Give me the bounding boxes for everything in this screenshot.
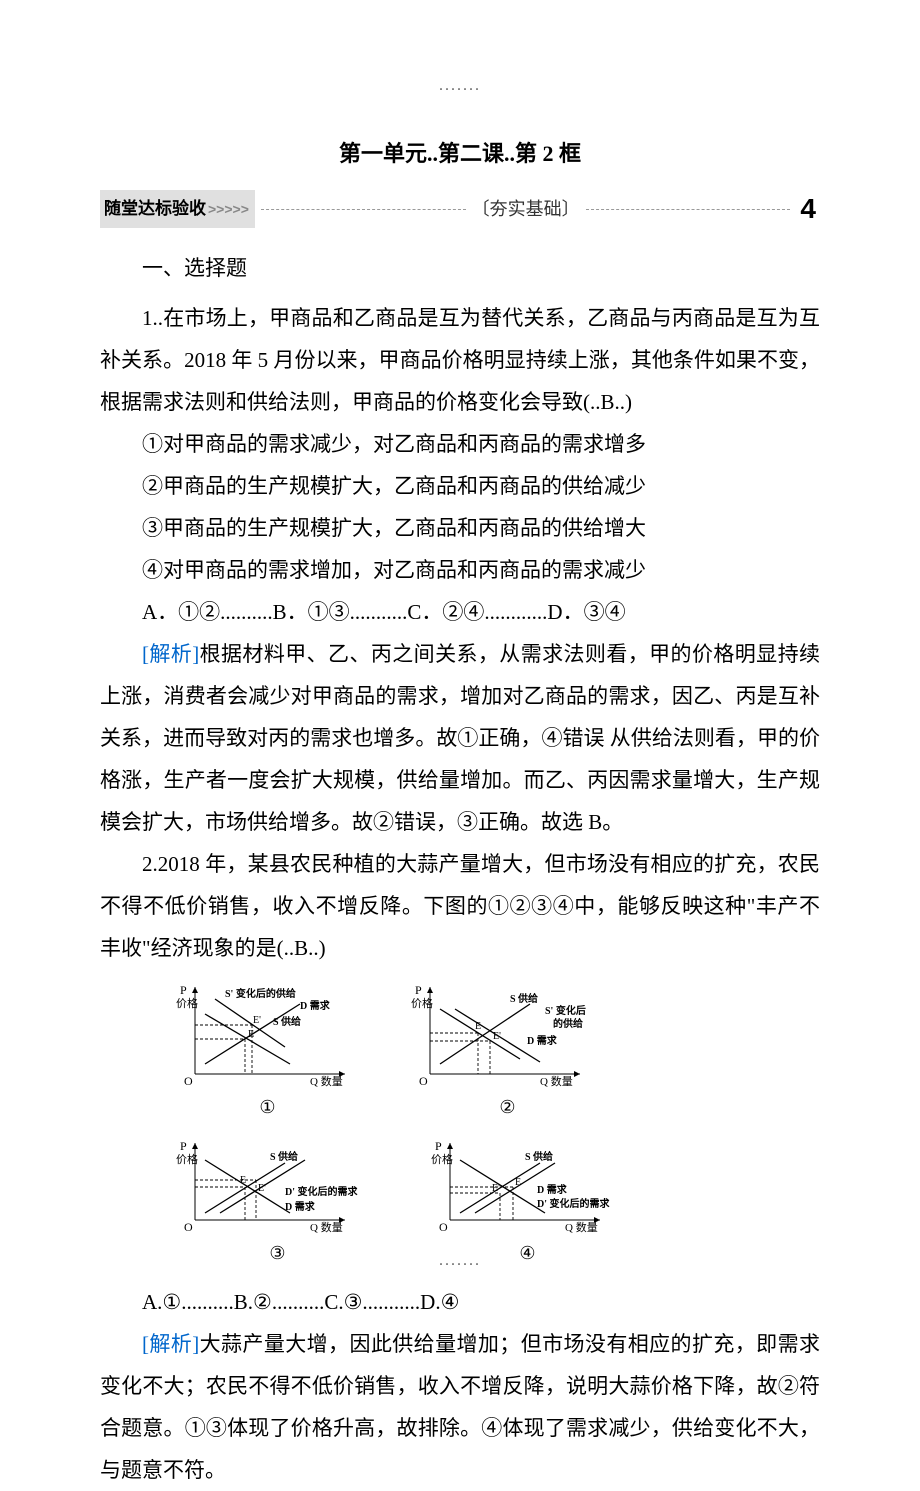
diagram-1: P 价格 O Q 数量 D 需求 S 供给 S' 变化后的供给 E E' ① xyxy=(170,979,365,1125)
diagram-2: P 价格 O Q 数量 D 需求 S 供给 S' 变化后 的供给 E E' ② xyxy=(405,979,610,1125)
diagram-1-label: ① xyxy=(259,1089,275,1125)
banner-line-left xyxy=(261,209,466,210)
svg-text:S 供给: S 供给 xyxy=(273,1015,301,1028)
diagram-row-1: P 价格 O Q 数量 D 需求 S 供给 S' 变化后的供给 E E' ① P… xyxy=(170,979,820,1125)
svg-text:E': E' xyxy=(258,1183,266,1194)
chart-2: P 价格 O Q 数量 D 需求 S 供给 S' 变化后 的供给 E E' xyxy=(405,979,610,1089)
page-title: 第一单元..第二课..第 2 框 xyxy=(100,132,820,176)
banner-label-text: 随堂达标验收 xyxy=(104,199,206,218)
banner-line-right xyxy=(586,209,791,210)
svg-text:价格: 价格 xyxy=(431,1152,453,1166)
q1-option-1: ①对甲商品的需求减少，对乙商品和丙商品的需求增多 xyxy=(100,423,820,465)
analysis-label: [解析] xyxy=(142,642,199,666)
svg-text:P: P xyxy=(180,983,187,997)
svg-text:P: P xyxy=(435,1139,442,1153)
svg-text:D 需求: D 需求 xyxy=(285,1200,316,1213)
banner: 随堂达标验收>>>>> 〔夯实基础〕 4 xyxy=(100,191,820,227)
svg-text:E: E xyxy=(515,1177,521,1188)
svg-text:的供给: 的供给 xyxy=(553,1017,583,1030)
q2-choices: A.①..........B.②..........C.③...........… xyxy=(100,1281,820,1323)
q2-stem: 2.2018 年，某县农民种植的大蒜产量增大，但市场没有相应的扩充，农民不得不低… xyxy=(100,843,820,969)
footer-dots: ....... xyxy=(0,1245,920,1277)
q1-stem: 1..在市场上，甲商品和乙商品是互为替代关系，乙商品与丙商品是互为互补关系。20… xyxy=(100,297,820,423)
svg-text:S' 变化后: S' 变化后 xyxy=(545,1004,586,1017)
svg-text:O: O xyxy=(419,1074,428,1088)
chart-3: P 价格 O Q 数量 S 供给 D 需求 D' 变化后的需求 E E' xyxy=(170,1135,385,1235)
svg-text:D' 变化后的需求: D' 变化后的需求 xyxy=(285,1185,358,1198)
svg-text:E: E xyxy=(240,1175,246,1186)
header-dots: ....... xyxy=(100,70,820,102)
chart-1: P 价格 O Q 数量 D 需求 S 供给 S' 变化后的供给 E E' xyxy=(170,979,365,1089)
svg-text:Q 数量: Q 数量 xyxy=(310,1221,343,1234)
svg-text:O: O xyxy=(184,1220,193,1234)
banner-arrows: >>>>> xyxy=(208,201,249,217)
svg-text:价格: 价格 xyxy=(176,1152,198,1166)
svg-text:O: O xyxy=(439,1220,448,1234)
q2-analysis: [解析]大蒜产量大增，因此供给量增加；但市场没有相应的扩充，即需求变化不大；农民… xyxy=(100,1323,820,1491)
svg-text:D 需求: D 需求 xyxy=(300,999,331,1012)
svg-text:价格: 价格 xyxy=(411,996,433,1010)
analysis-label-2: [解析] xyxy=(142,1332,199,1356)
svg-text:价格: 价格 xyxy=(176,996,198,1010)
svg-text:P: P xyxy=(415,983,422,997)
svg-text:E: E xyxy=(475,1021,481,1032)
svg-text:S 供给: S 供给 xyxy=(525,1150,553,1163)
q1-option-3: ③甲商品的生产规模扩大，乙商品和丙商品的供给增大 xyxy=(100,507,820,549)
banner-number: 4 xyxy=(796,181,820,237)
banner-center: 〔夯实基础〕 xyxy=(472,191,580,227)
svg-text:Q 数量: Q 数量 xyxy=(565,1221,598,1234)
svg-text:S' 变化后的供给: S' 变化后的供给 xyxy=(225,987,296,1000)
q1-analysis-text: 根据材料甲、乙、丙之间关系，从需求法则看，甲的价格明显持续上涨，消费者会减少对甲… xyxy=(100,642,820,834)
svg-text:S 供给: S 供给 xyxy=(270,1150,298,1163)
q1-choices: A．①②..........B．①③...........C．②④.......… xyxy=(100,591,820,633)
q1-option-4: ④对甲商品的需求增加，对乙商品和丙商品的需求减少 xyxy=(100,549,820,591)
svg-text:E': E' xyxy=(493,1031,501,1042)
svg-text:D 需求: D 需求 xyxy=(537,1183,568,1196)
q1-option-2: ②甲商品的生产规模扩大，乙商品和丙商品的供给减少 xyxy=(100,465,820,507)
q1-analysis: [解析]根据材料甲、乙、丙之间关系，从需求法则看，甲的价格明显持续上涨，消费者会… xyxy=(100,633,820,843)
diagram-2-label: ② xyxy=(499,1089,515,1125)
svg-text:E': E' xyxy=(253,1015,261,1026)
svg-text:P: P xyxy=(180,1139,187,1153)
chart-4: P 价格 O Q 数量 S 供给 D 需求 D' 变化后的需求 E E' xyxy=(425,1135,630,1235)
section-heading: 一、选择题 xyxy=(100,247,820,289)
svg-text:Q 数量: Q 数量 xyxy=(310,1075,343,1088)
svg-text:O: O xyxy=(184,1074,193,1088)
banner-label: 随堂达标验收>>>>> xyxy=(100,190,255,228)
svg-text:E: E xyxy=(248,1029,254,1040)
svg-text:S 供给: S 供给 xyxy=(510,992,538,1005)
svg-text:Q 数量: Q 数量 xyxy=(540,1075,573,1088)
svg-text:E': E' xyxy=(492,1183,500,1194)
svg-text:D' 变化后的需求: D' 变化后的需求 xyxy=(537,1197,610,1210)
q2-analysis-text: 大蒜产量大增，因此供给量增加；但市场没有相应的扩充，即需求变化不大；农民不得不低… xyxy=(100,1332,820,1482)
svg-text:D 需求: D 需求 xyxy=(527,1034,558,1047)
